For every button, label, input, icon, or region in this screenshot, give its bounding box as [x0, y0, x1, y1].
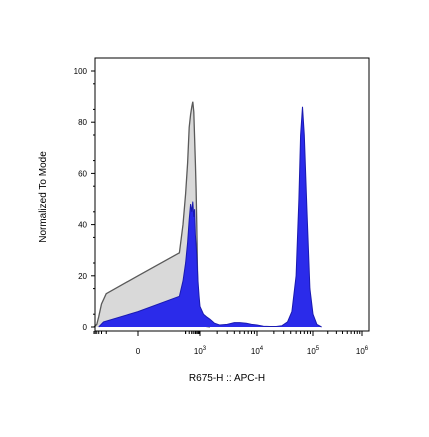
series-area-sample: [98, 106, 322, 327]
y-axis-title: Normalized To Mode: [38, 151, 49, 243]
series-layer: [93, 101, 322, 328]
x-tick-label: 104: [251, 346, 264, 356]
x-tick-label: 106: [356, 346, 369, 356]
x-tick-base: 10: [356, 347, 365, 356]
x-axis: 0 103 104 105 106: [93, 331, 369, 356]
x-tick-label: 103: [194, 346, 207, 356]
x-tick-base: 10: [307, 347, 316, 356]
x-tick-exponent: 3: [203, 346, 207, 352]
y-tick-label: 20: [78, 272, 87, 281]
y-tick-label: 100: [74, 67, 88, 76]
x-tick-label: 105: [307, 346, 320, 356]
y-tick-label: 40: [78, 221, 87, 230]
x-tick-exponent: 4: [260, 346, 264, 352]
x-tick-exponent: 6: [365, 346, 369, 352]
series-line-sample: [98, 106, 322, 328]
x-tick-base: 0: [136, 347, 141, 356]
x-tick-base: 10: [194, 347, 203, 356]
series-area-control: [94, 101, 210, 327]
x-tick-exponent: 5: [316, 346, 320, 352]
y-tick-label: 0: [83, 323, 88, 332]
y-tick-label: 80: [78, 118, 87, 127]
y-tick-label: 60: [78, 169, 87, 178]
plot-frame: [94, 57, 370, 332]
y-axis: 0 20 40 60 80 100: [74, 67, 95, 332]
x-axis-title: R675-H :: APC-H: [189, 373, 265, 384]
x-tick-label: 0: [136, 347, 141, 356]
x-tick-base: 10: [251, 347, 260, 356]
